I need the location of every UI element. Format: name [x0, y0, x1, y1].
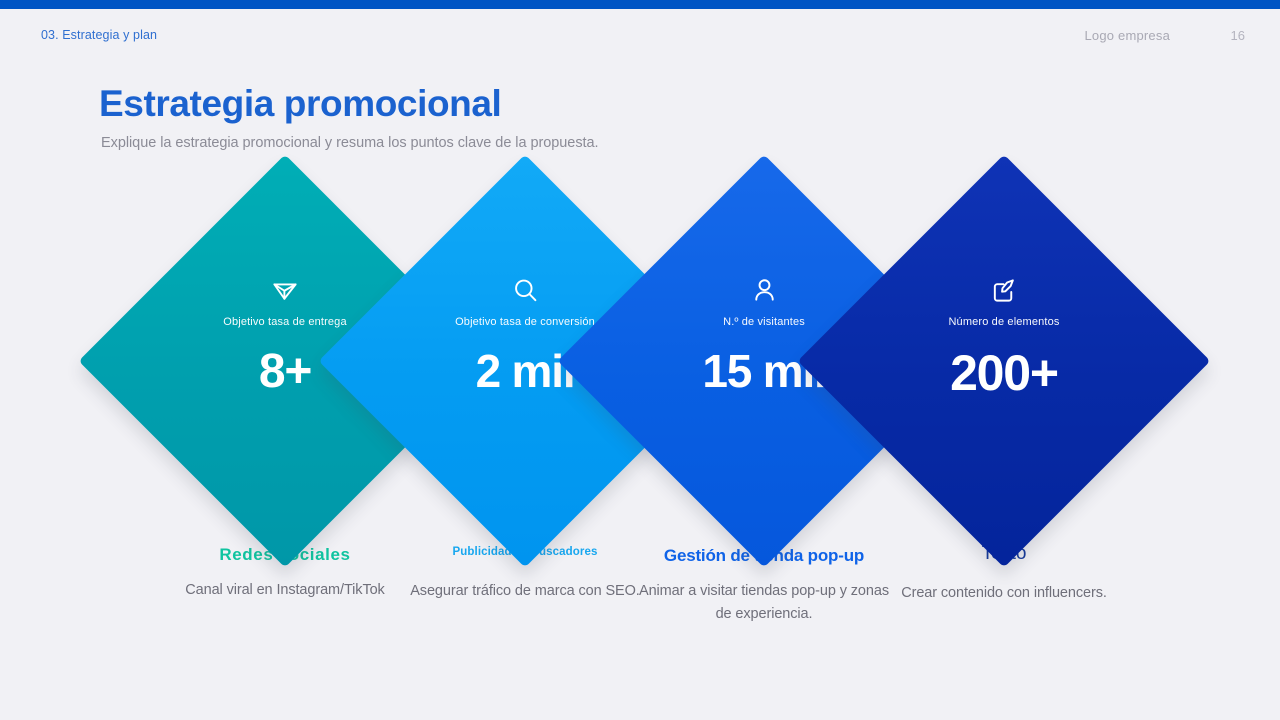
page-number: 16 — [1230, 28, 1245, 43]
caption-desc-3: Animar a visitar tiendas pop-up y zonas … — [639, 583, 889, 622]
company-logo-label: Logo empresa — [1084, 28, 1170, 43]
top-accent-bar — [0, 0, 1280, 9]
page-title: Estrategia promocional — [99, 83, 502, 124]
stat-diamond-4[interactable]: Número de elementos 200+ — [797, 154, 1211, 568]
page-subtitle: Explique la estrategia promocional y res… — [101, 135, 599, 151]
section-label: 03. Estrategia y plan — [41, 28, 158, 42]
caption-desc-2: Asegurar tráfico de marca con SEO. — [410, 582, 640, 599]
diamond-shape-4 — [797, 154, 1211, 568]
caption-desc-1: Canal viral en Instagram/TikTok — [185, 582, 385, 599]
caption-desc-4: Crear contenido con influencers. — [901, 584, 1107, 601]
slide-header: 03. Estrategia y plan Logo empresa 16 — [0, 28, 1280, 50]
